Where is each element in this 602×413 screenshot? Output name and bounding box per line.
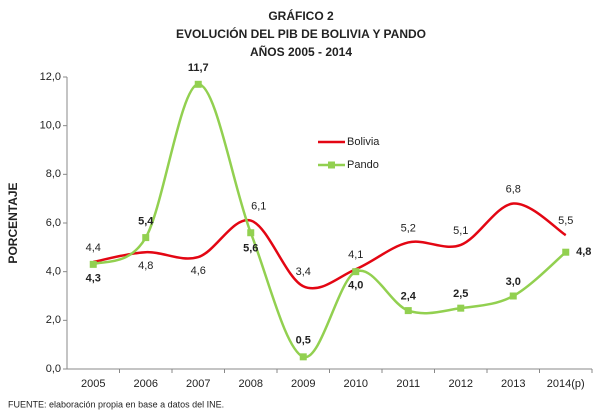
data-label: 4,4 xyxy=(86,242,101,254)
x-tick-label: 2014(p) xyxy=(547,378,585,390)
point-marker xyxy=(299,353,307,361)
data-label: 4,3 xyxy=(86,272,101,284)
data-label: 2,4 xyxy=(401,291,417,303)
y-tick-label: 10,0 xyxy=(40,120,61,132)
x-tick-label: 2013 xyxy=(501,378,525,390)
data-label: 3,4 xyxy=(296,266,311,278)
point-marker xyxy=(352,268,360,276)
data-label: 4,0 xyxy=(348,280,363,292)
x-tick-label: 2012 xyxy=(449,378,473,390)
data-label: 5,1 xyxy=(453,225,468,237)
y-tick-label: 2,0 xyxy=(46,314,61,326)
y-tick-label: 6,0 xyxy=(46,217,61,229)
point-marker xyxy=(562,248,570,256)
point-marker xyxy=(194,80,202,88)
y-axis-label: PORCENTAJE xyxy=(6,182,20,263)
data-label: 11,7 xyxy=(188,62,209,74)
source-note: FUENTE: elaboración propia en base a dat… xyxy=(8,399,224,409)
point-marker xyxy=(457,304,465,312)
legend-marker xyxy=(328,161,335,169)
data-label: 4,8 xyxy=(576,246,591,258)
y-tick-label: 0,0 xyxy=(46,363,61,375)
data-label: 6,8 xyxy=(506,183,521,195)
data-label: 2,5 xyxy=(453,288,468,300)
series-line xyxy=(93,202,567,290)
data-label: 4,6 xyxy=(191,265,206,277)
y-tick-label: 12,0 xyxy=(40,71,61,83)
data-label: 5,5 xyxy=(558,215,573,227)
data-label: 6,1 xyxy=(251,200,266,212)
legend-label: Pando xyxy=(347,159,379,171)
point-marker xyxy=(89,260,97,268)
series-line xyxy=(92,83,567,359)
x-tick-label: 2008 xyxy=(239,378,263,390)
y-tick-label: 8,0 xyxy=(46,168,61,180)
point-marker xyxy=(404,307,412,315)
data-label: 3,0 xyxy=(506,276,521,288)
data-label: 4,1 xyxy=(348,249,363,261)
point-marker xyxy=(142,234,150,242)
chart-title: EVOLUCIÓN DEL PIB DE BOLIVIA Y PANDO xyxy=(176,26,426,41)
point-marker xyxy=(509,292,517,300)
data-label: 5,6 xyxy=(243,243,258,255)
legend-label: Bolivia xyxy=(347,136,380,148)
x-tick-label: 2007 xyxy=(186,378,210,390)
x-tick-label: 2009 xyxy=(291,378,315,390)
x-tick-label: 2006 xyxy=(134,378,158,390)
data-label: 5,4 xyxy=(138,216,154,228)
y-tick-label: 4,0 xyxy=(46,266,61,278)
point-marker xyxy=(247,229,255,237)
data-label: 0,5 xyxy=(296,335,311,347)
x-tick-label: 2011 xyxy=(396,378,420,390)
x-tick-label: 2010 xyxy=(344,378,368,390)
chart-title: AÑOS 2005 - 2014 xyxy=(250,44,352,59)
data-label: 4,8 xyxy=(138,260,153,272)
chart-title: GRÁFICO 2 xyxy=(268,8,334,23)
x-tick-label: 2005 xyxy=(81,378,105,390)
data-label: 5,2 xyxy=(401,222,416,234)
